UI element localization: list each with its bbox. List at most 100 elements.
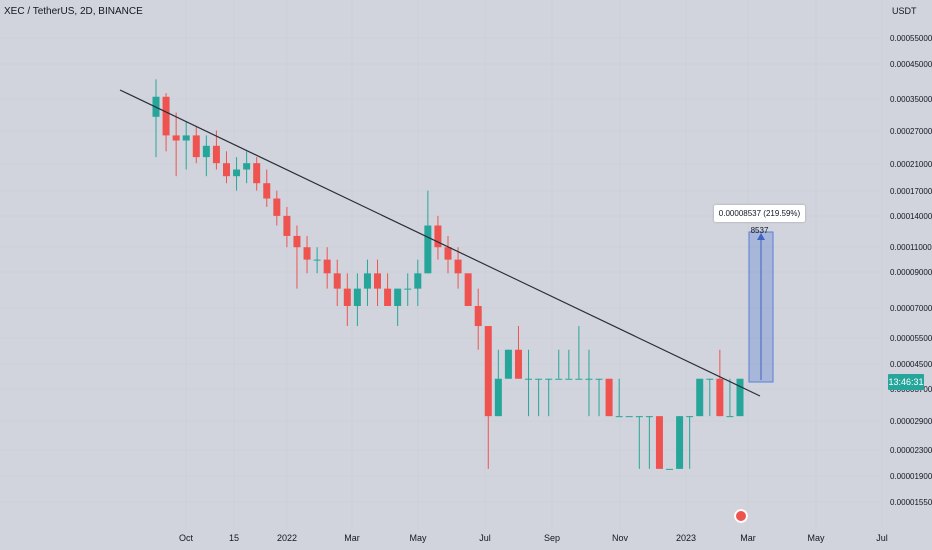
y-tick-label: 0.00001900 [890, 472, 932, 481]
candle [726, 378, 734, 418]
candle [484, 326, 492, 469]
candle-body [595, 378, 603, 380]
candle-body [454, 259, 462, 274]
candle [595, 378, 603, 417]
trendline [119, 89, 761, 397]
candle-body [514, 349, 522, 379]
candle-body [323, 259, 331, 274]
candle [202, 135, 210, 177]
candle [575, 326, 583, 380]
candle [545, 378, 553, 417]
candle-body [253, 163, 261, 184]
x-tick-label: Oct [179, 533, 194, 543]
candle [152, 79, 160, 158]
candle-body [434, 225, 442, 248]
candle-body [162, 96, 170, 136]
candle-body [716, 378, 724, 417]
candle-body [575, 378, 583, 380]
candle [504, 349, 512, 379]
x-tick-label: May [807, 533, 825, 543]
candle [454, 247, 462, 289]
time-axis: Oct 15 2022 Mar May Jul Sep Nov 2023 Mar May Jul [179, 533, 888, 543]
candle [212, 130, 220, 170]
candle [736, 378, 744, 417]
candle [555, 349, 563, 380]
x-tick-label: May [409, 533, 427, 543]
y-tick-label: 0.00009000 [890, 268, 932, 277]
candle [333, 259, 341, 306]
flag-icon[interactable] [734, 509, 748, 523]
candle [313, 247, 321, 274]
candle-body [374, 273, 382, 289]
candle [635, 416, 643, 469]
y-tick-label: 0.00027000 [890, 127, 932, 136]
candle-body [273, 198, 281, 216]
candle-body [303, 247, 311, 260]
candle [444, 235, 452, 274]
candle [363, 259, 371, 306]
x-tick-label: 2022 [277, 533, 297, 543]
candle-body [696, 378, 704, 417]
candle-body [353, 288, 361, 306]
candle [605, 378, 613, 417]
candle [696, 378, 704, 417]
candle-body [494, 378, 502, 417]
candle [253, 157, 261, 191]
y-tick-label: 0.00005500 [890, 334, 932, 343]
measure-label: 0.00008537 (219.59%) 8537 [718, 209, 801, 235]
candle [283, 206, 291, 248]
candle [384, 273, 392, 306]
candle [404, 273, 412, 306]
candle [424, 190, 432, 274]
candle-body [605, 378, 613, 417]
candle-body [394, 288, 402, 306]
candle-body [404, 288, 412, 290]
candles [152, 79, 744, 470]
candle-body [565, 378, 573, 380]
candle [293, 225, 301, 289]
candle-body [202, 145, 210, 158]
candle-body [635, 416, 643, 418]
candle [172, 112, 180, 177]
candle [494, 349, 502, 417]
candle-body [525, 378, 533, 380]
candle-body [212, 145, 220, 164]
candle [686, 416, 694, 469]
y-tick-label: 0.00002900 [890, 417, 932, 426]
measure-tool [748, 231, 774, 383]
candle-body [384, 288, 392, 306]
candle-body [192, 135, 200, 158]
y-tick-label: 0.00011000 [890, 243, 932, 252]
candle [353, 273, 361, 327]
candle [182, 121, 190, 170]
y-tick-label: 0.00055000 [890, 34, 932, 43]
measure-arrow-head [757, 233, 765, 240]
candle [303, 235, 311, 274]
candle [716, 349, 724, 417]
x-tick-label: 2023 [676, 533, 696, 543]
candle-body [666, 468, 674, 470]
price-axis: 0.00055000 0.00045000 0.00035000 0.00027000… [890, 34, 932, 507]
grid-lines [0, 0, 882, 530]
x-tick-label: Sep [544, 533, 560, 543]
candle [192, 125, 200, 164]
price-axis-unit: USDT [892, 6, 917, 16]
candle [535, 378, 543, 417]
candle [514, 326, 522, 379]
candle-body [363, 273, 371, 289]
y-tick-label: 0.00014000 [890, 212, 932, 221]
y-tick-label: 0.00021000 [890, 160, 932, 169]
candle [323, 247, 331, 289]
candle [615, 378, 623, 418]
candle-body [484, 326, 492, 417]
candle [525, 349, 533, 417]
candle [343, 273, 351, 327]
price-axis-countdown: 13:46:31 [888, 374, 924, 390]
candle [243, 151, 251, 184]
candle [162, 93, 170, 152]
candle [394, 288, 402, 327]
x-tick-label: Mar [344, 533, 360, 543]
candle [273, 190, 281, 226]
candle-body [263, 183, 271, 199]
